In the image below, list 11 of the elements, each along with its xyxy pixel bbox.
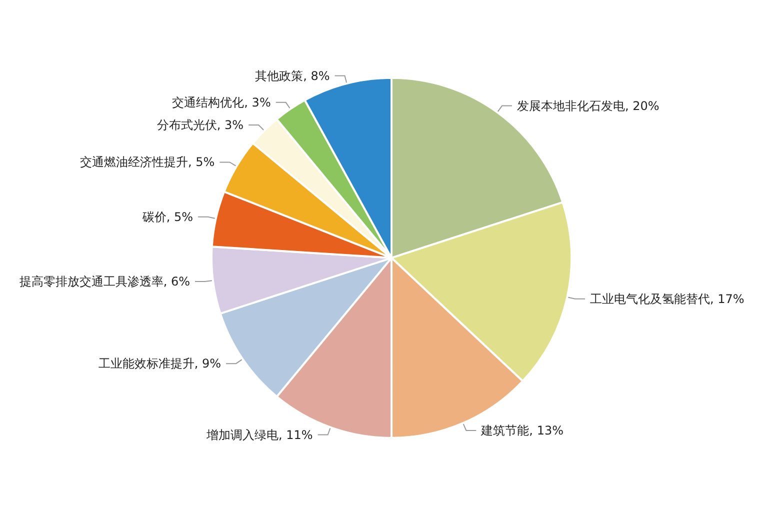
slice-label: 其他政策, 8% [255,68,330,83]
slice-label: 交通燃油经济性提升, 5% [80,155,215,170]
slice-label: 工业能效标准提升, 9% [98,356,222,371]
slice-label: 建筑节能, 13% [480,423,564,438]
slice-label: 发展本地非化石发电, 20% [517,98,660,113]
slice-label: 碳价, 5% [141,210,194,224]
slice-label: 分布式光伏, 3% [156,118,244,132]
slice-label: 工业电气化及氢能替代, 17% [590,292,744,306]
slice-label: 增加调入绿电, 11% [206,428,313,442]
slice-label: 交通结构优化, 3% [172,95,271,110]
slice-label: 提高零排放交通工具渗透率, 6% [19,274,190,288]
